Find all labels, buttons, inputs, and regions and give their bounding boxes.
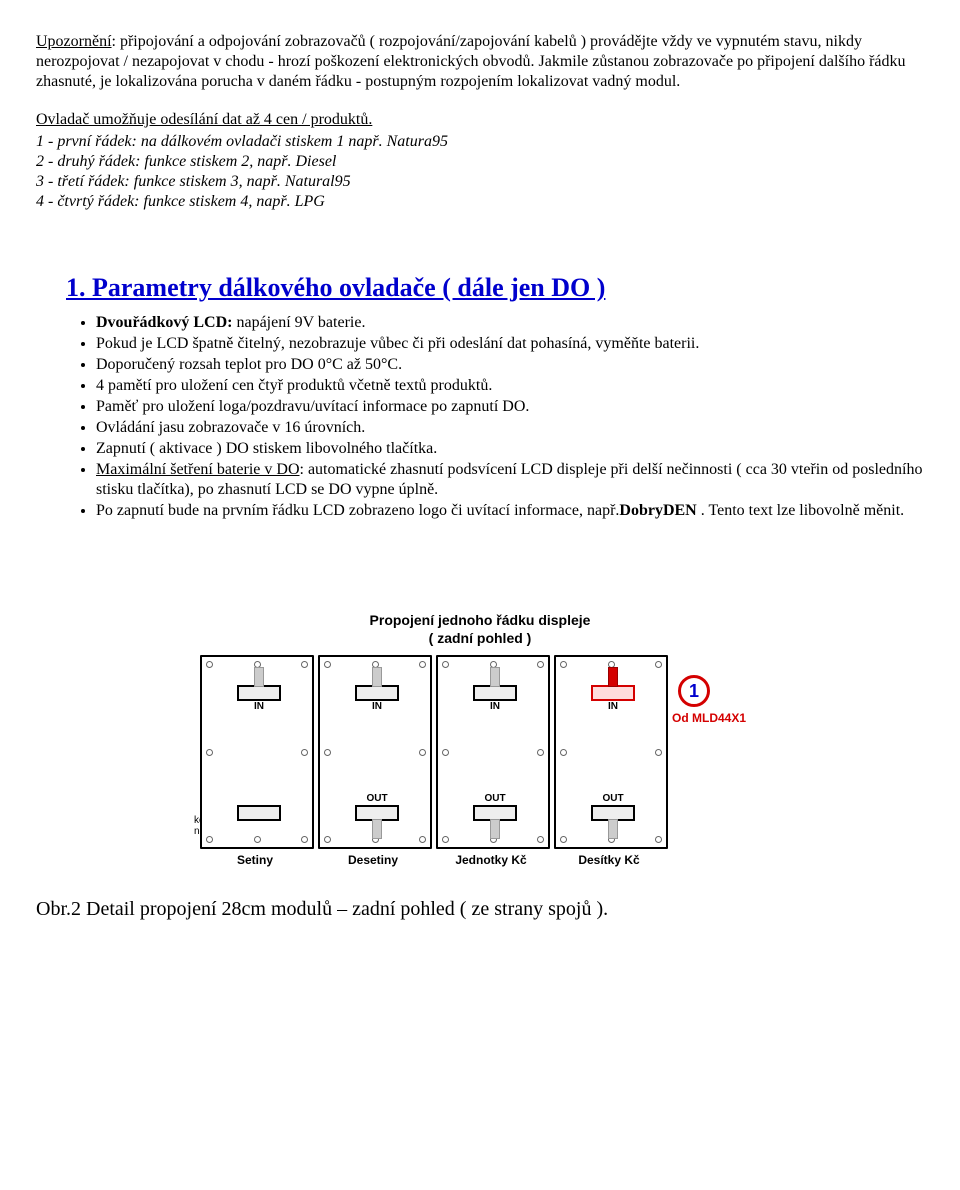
module-panel: IN OUT [200,655,314,849]
warning-paragraph-2: Ovladač umožňuje odesílání dat až 4 cen … [36,110,924,130]
section-title: 1. Parametry dálkového ovladače ( dále j… [66,272,924,305]
screw-hole [655,836,662,843]
param-bold: DobryDEN [619,502,696,519]
param-rest: Doporučený rozsah teplot pro DO 0°C až 5… [96,356,402,373]
param-item: Ovládání jasu zobrazovače v 16 úrovních. [96,418,924,438]
param-rest: Pokud je LCD špatně čitelný, nezobrazuje… [96,335,699,352]
warning-lead: Upozornění [36,33,112,50]
screw-hole [560,661,567,668]
connector-in: IN [473,685,517,701]
diagram-title-line2: ( zadní pohled ) [36,629,924,647]
connector-pin [490,819,500,839]
connector-in-label: IN [475,701,515,714]
param-underline: Maximální šetření baterie v DO [96,461,300,478]
screw-hole [301,661,308,668]
param-item: Zapnutí ( aktivace ) DO stiskem libovoln… [96,439,924,459]
screw-hole [419,749,426,756]
screw-hole [206,661,213,668]
param-item: Po zapnutí bude na prvním řádku LCD zobr… [96,501,924,521]
panel-label: Setiny [200,853,310,868]
screw-hole [419,661,426,668]
diagram-title-line1: Propojení jednoho řádku displeje [36,611,924,629]
param-item: 4 pamětí pro uložení cen čtyř produktů v… [96,376,924,396]
param-rest: Paměť pro uložení loga/pozdravu/uvítací … [96,398,529,415]
param-item: Paměť pro uložení loga/pozdravu/uvítací … [96,397,924,417]
screw-hole [324,836,331,843]
param-item: Maximální šetření baterie v DO: automati… [96,460,924,500]
module-panel: IN OUT [436,655,550,849]
control-lines: 1 - první řádek: na dálkovém ovladači st… [36,132,924,212]
connector-out: OUT [237,805,281,821]
connector-pin [490,667,500,687]
warning-paragraph-1: Upozornění: připojování a odpojování zob… [36,32,924,92]
param-rest: 4 pamětí pro uložení cen čtyř produktů v… [96,377,492,394]
connector-in-label: IN [357,701,397,714]
connector-pin [608,667,618,687]
connector-in-label: IN [239,701,279,714]
connector-pin [372,667,382,687]
connector-in: IN [591,685,635,701]
panel-label: Desetiny [318,853,428,868]
screw-hole [254,836,261,843]
screw-hole [537,661,544,668]
connector-in-label: IN [593,701,633,714]
panel-label: Jednotky Kč [436,853,546,868]
screw-hole [655,661,662,668]
panel-label: Desítky Kč [554,853,664,868]
screw-hole [324,749,331,756]
connector-out-label: OUT [475,793,515,806]
screw-hole [442,836,449,843]
screw-hole [206,836,213,843]
ctrl-line-3: 3 - třetí řádek: funkce stiskem 3, např.… [36,172,924,192]
od-label: Od MLD44X1 [672,711,746,726]
connector-in: IN [355,685,399,701]
connector-out-label: OUT [357,793,397,806]
warning-p1-rest: : připojování a odpojování zobrazovačů (… [36,33,906,90]
param-item: Dvouřádkový LCD: napájení 9V baterie. [96,313,924,333]
ctrl-line-2: 2 - druhý řádek: funkce stiskem 2, např.… [36,152,924,172]
param-rest: Zapnutí ( aktivace ) DO stiskem libovoln… [96,440,437,457]
screw-hole [537,749,544,756]
screw-hole [537,836,544,843]
param-rest: Ovládání jasu zobrazovače v 16 úrovních. [96,419,365,436]
screw-hole [560,836,567,843]
param-item: Doporučený rozsah teplot pro DO 0°C až 5… [96,355,924,375]
screw-hole [301,836,308,843]
param-text-c: . Tento text lze libovolně měnit. [697,502,904,519]
param-text-a: Po zapnutí bude na prvním řádku LCD zobr… [96,502,619,519]
ctrl-line-4: 4 - čtvrtý řádek: funkce stiskem 4, např… [36,192,924,212]
params-list: Dvouřádkový LCD: napájení 9V baterie. Pok… [66,313,924,521]
ctrl-line-1: 1 - první řádek: na dálkovém ovladači st… [36,132,924,152]
module-panel: IN OUT [318,655,432,849]
connector-in: IN [237,685,281,701]
screw-hole [206,749,213,756]
figure-caption: Obr.2 Detail propojení 28cm modulů – zad… [36,897,924,922]
screw-hole [560,749,567,756]
connector-pin [608,819,618,839]
screw-hole [655,749,662,756]
screw-hole [324,661,331,668]
param-item: Pokud je LCD špatně čitelný, nezobrazuje… [96,334,924,354]
connector-out-label: OUT [593,793,633,806]
callout-circle-1: 1 [678,675,710,707]
screw-hole [419,836,426,843]
diagram-title: Propojení jednoho řádku displeje ( zadní… [36,611,924,647]
module-panel: IN OUT [554,655,668,849]
param-lead: Dvouřádkový LCD: [96,314,236,331]
screw-hole [442,661,449,668]
connector-out: OUT [591,805,635,821]
connector-out: OUT [355,805,399,821]
param-rest: napájení 9V baterie. [236,314,365,331]
screw-hole [301,749,308,756]
connector-out: OUT [473,805,517,821]
connector-pin [254,667,264,687]
screw-hole [442,749,449,756]
diagram: 1 Od MLD44X1 konektor není osazen INOUTS… [200,655,760,885]
diagram-wrap: Propojení jednoho řádku displeje ( zadní… [36,611,924,885]
connector-pin [372,819,382,839]
